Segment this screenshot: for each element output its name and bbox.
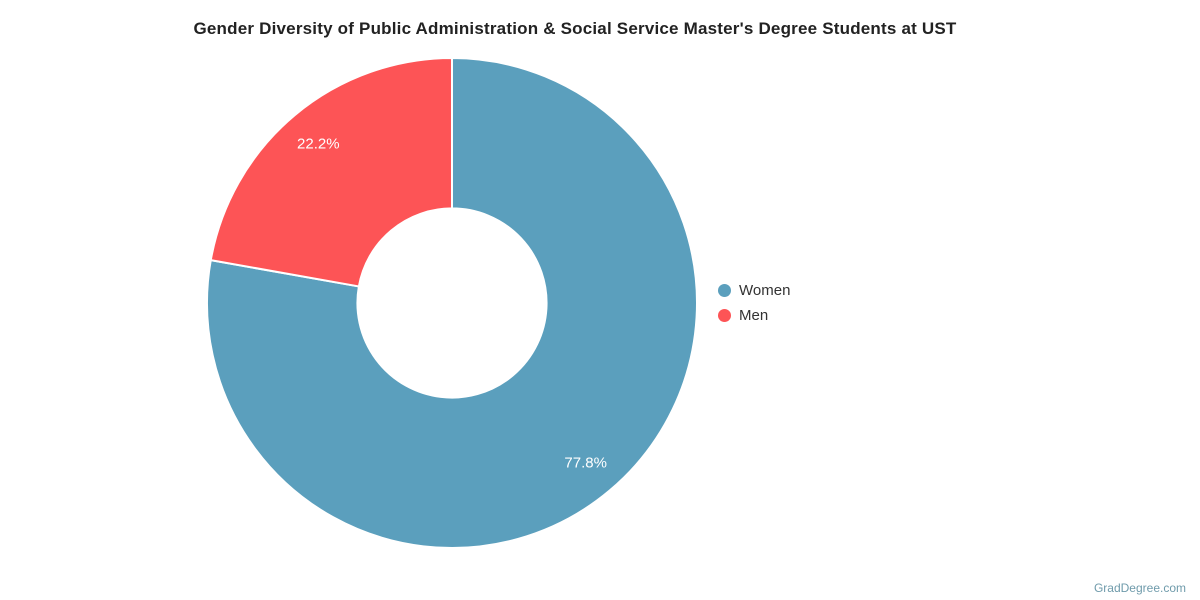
chart-title: Gender Diversity of Public Administratio…: [193, 19, 957, 38]
pie-slice-men[interactable]: [209, 57, 453, 288]
pie-slice-women[interactable]: [206, 57, 698, 549]
legend-marker-men-icon: [718, 309, 731, 322]
slice-percentage-label: 77.8%: [564, 455, 607, 472]
donut-chart: 77.8% 22.2%: [206, 57, 698, 549]
slice-percentage-label: 22.2%: [297, 135, 340, 152]
legend-label-men: Men: [739, 307, 769, 324]
legend-label-women: Women: [739, 282, 791, 299]
watermark-link[interactable]: GradDegree.com: [1093, 581, 1186, 595]
legend: Women Men: [718, 280, 790, 330]
legend-marker-women-icon: [718, 284, 731, 297]
legend-item-women[interactable]: Women: [718, 280, 790, 301]
legend-item-men[interactable]: Men: [718, 305, 790, 326]
